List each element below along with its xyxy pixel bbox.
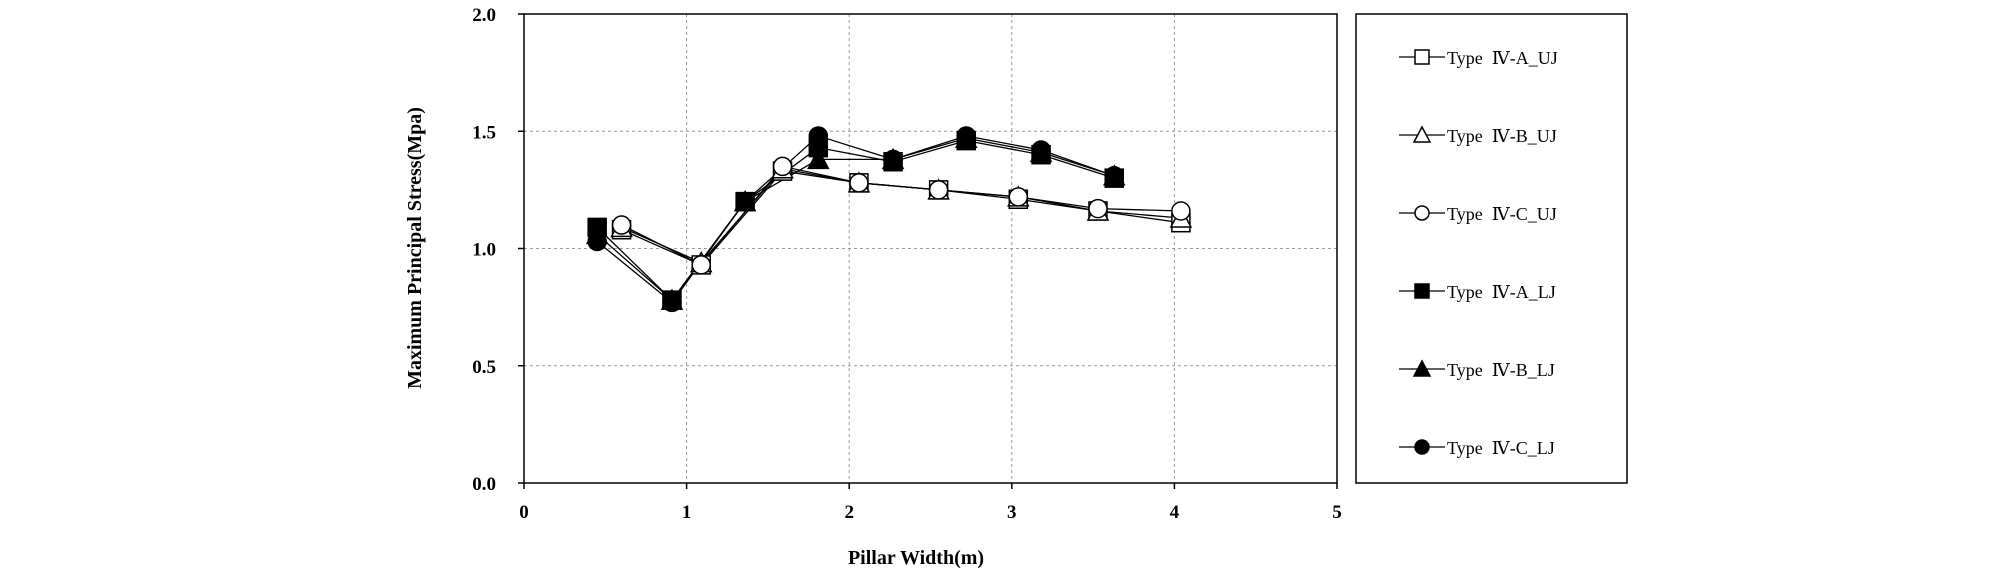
data-point — [1104, 166, 1124, 186]
data-point — [1088, 198, 1108, 219]
legend-label: Type Ⅳ-A_UJ — [1447, 48, 1558, 68]
y-tick-label: 0.0 — [472, 474, 496, 495]
data-point — [1171, 201, 1191, 221]
legend-item: Type Ⅳ-B_UJ — [1399, 125, 1557, 146]
legend-item: Type Ⅳ-A_LJ — [1399, 282, 1556, 302]
data-point — [772, 156, 793, 177]
data-point — [928, 180, 949, 200]
legend-item: Type Ⅳ-A_UJ — [1399, 48, 1558, 68]
series-line — [621, 165, 1181, 266]
x-tick-label: 5 — [1332, 502, 1342, 523]
legend: Type Ⅳ-A_UJ Type Ⅳ-B_UJ Type Ⅳ-C_UJ Type Ⅳ-… — [1399, 48, 1558, 458]
series-line — [596, 135, 1115, 304]
series-markers — [611, 156, 1191, 275]
y-tick-label: 1.5 — [472, 122, 496, 143]
legend-item: Type Ⅳ-B_LJ — [1399, 359, 1555, 380]
legend-marker — [1414, 205, 1430, 221]
legend-label: Type Ⅳ-A_LJ — [1447, 282, 1556, 302]
x-axis-title: Pillar Width(m) — [848, 547, 984, 569]
data-point — [849, 173, 869, 193]
series-markers — [587, 126, 1124, 313]
legend-marker — [1414, 283, 1430, 299]
y-axis-title: Maximum Principal Stress(Mpa) — [404, 107, 426, 389]
x-tick-label: 4 — [1170, 502, 1180, 523]
data-point — [662, 292, 682, 313]
legend-label: Type Ⅳ-C_UJ — [1447, 204, 1557, 224]
grid — [524, 14, 1337, 483]
data-point — [956, 126, 977, 146]
data-point — [735, 191, 755, 212]
x-tick-label: 3 — [1007, 502, 1017, 523]
data-point — [1031, 140, 1051, 160]
y-tick-label: 2.0 — [472, 5, 496, 26]
legend-box — [1355, 13, 1628, 484]
x-tick-label: 2 — [844, 502, 854, 523]
series-line — [596, 137, 1115, 302]
legend-label: Type Ⅳ-B_UJ — [1447, 126, 1557, 146]
series-group — [585, 126, 1193, 313]
y-tick-label: 0.5 — [472, 357, 496, 378]
legend-label: Type Ⅳ-C_LJ — [1447, 438, 1555, 458]
legend-item: Type Ⅳ-C_UJ — [1399, 204, 1557, 224]
x-tick-label: 0 — [519, 502, 529, 523]
data-point — [691, 255, 711, 275]
series-line — [596, 139, 1115, 302]
data-point — [1008, 187, 1029, 207]
legend-label: Type Ⅳ-B_LJ — [1447, 360, 1555, 380]
data-point — [807, 147, 830, 170]
legend-marker — [1412, 125, 1432, 143]
data-point — [808, 126, 829, 146]
data-point — [883, 149, 903, 170]
data-point — [587, 231, 607, 252]
y-tick-label: 1.0 — [472, 240, 496, 261]
data-point — [611, 215, 632, 235]
legend-marker — [1412, 359, 1432, 377]
axes: 0.0 0.5 1.0 1.5 2.0 0 1 2 3 4 5 — [472, 5, 1342, 523]
x-tick-label: 1 — [682, 502, 692, 523]
legend-item: Type Ⅳ-C_LJ — [1399, 438, 1555, 458]
legend-marker — [1414, 439, 1430, 455]
legend-marker — [1414, 49, 1430, 65]
